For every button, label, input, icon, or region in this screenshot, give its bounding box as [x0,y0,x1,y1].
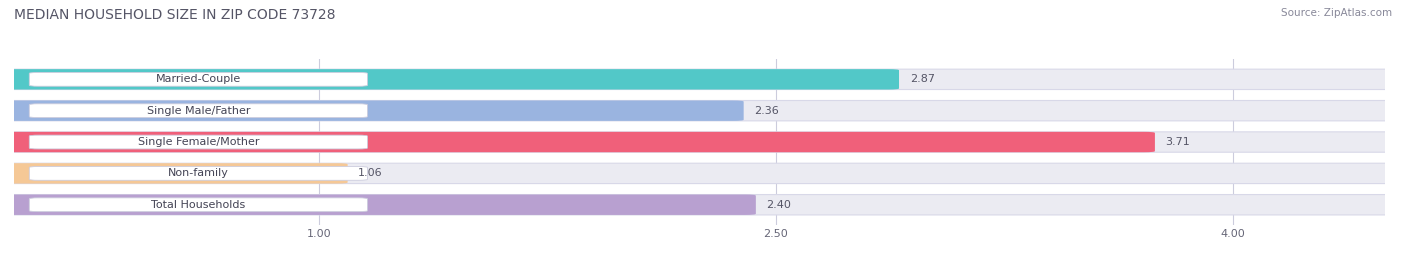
FancyBboxPatch shape [3,163,1396,184]
FancyBboxPatch shape [3,132,1396,152]
Text: Single Male/Father: Single Male/Father [146,106,250,116]
Text: Married-Couple: Married-Couple [156,74,240,84]
Text: Non-family: Non-family [167,168,229,178]
Text: 2.36: 2.36 [754,106,779,116]
Text: 2.87: 2.87 [910,74,935,84]
FancyBboxPatch shape [3,100,1396,121]
FancyBboxPatch shape [3,195,756,215]
FancyBboxPatch shape [3,132,1154,152]
FancyBboxPatch shape [30,72,367,86]
Text: 2.40: 2.40 [766,200,792,210]
FancyBboxPatch shape [30,135,367,149]
FancyBboxPatch shape [3,69,1396,90]
Text: Total Households: Total Households [152,200,246,210]
Text: Single Female/Mother: Single Female/Mother [138,137,259,147]
Text: MEDIAN HOUSEHOLD SIZE IN ZIP CODE 73728: MEDIAN HOUSEHOLD SIZE IN ZIP CODE 73728 [14,8,336,22]
FancyBboxPatch shape [3,163,347,184]
FancyBboxPatch shape [30,198,367,212]
FancyBboxPatch shape [30,166,367,180]
FancyBboxPatch shape [3,69,898,90]
Text: 3.71: 3.71 [1166,137,1191,147]
FancyBboxPatch shape [30,104,367,118]
FancyBboxPatch shape [3,100,744,121]
Text: Source: ZipAtlas.com: Source: ZipAtlas.com [1281,8,1392,18]
FancyBboxPatch shape [3,195,1396,215]
Text: 1.06: 1.06 [359,168,382,178]
